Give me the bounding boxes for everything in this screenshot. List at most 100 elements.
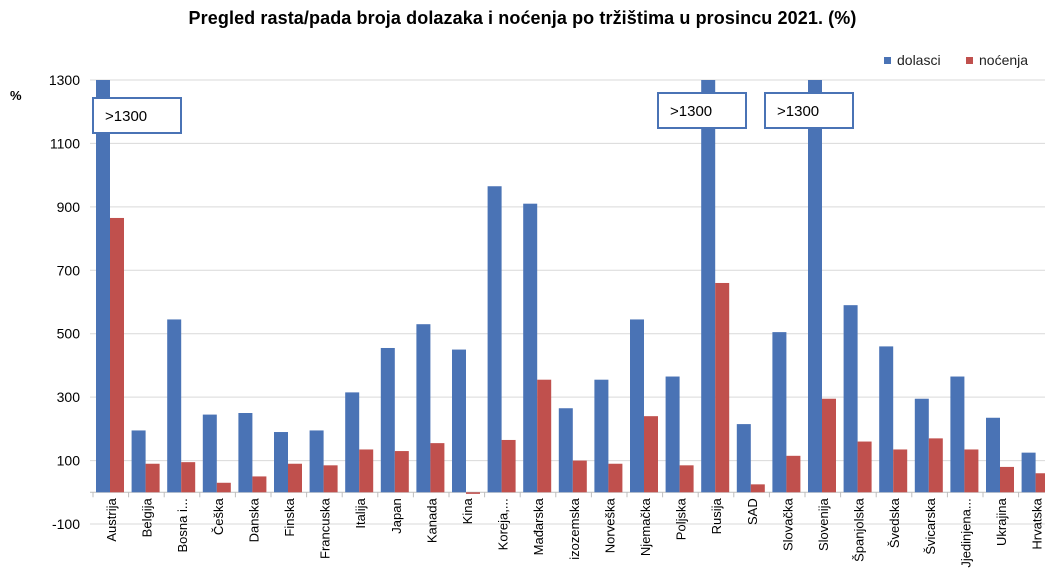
- y-axis-unit-label: %: [10, 88, 22, 103]
- bar-dolasci: [914, 398, 929, 493]
- bar-dolasci: [345, 392, 360, 493]
- x-tick-label: Italija: [353, 498, 368, 529]
- bar-dolasci: [487, 186, 502, 493]
- bar-dolasci: [238, 413, 253, 493]
- x-tick-label: Slovenija: [816, 498, 831, 552]
- x-tick-label: Jjedinjena...: [958, 498, 973, 567]
- bar-nocenja: [252, 476, 267, 493]
- legend-label-nocenja: noćenja: [979, 52, 1029, 68]
- x-tick-label: Slovačka: [780, 498, 795, 552]
- callout-box: [657, 92, 747, 129]
- bar-dolasci: [274, 432, 288, 493]
- x-tick-label: Koreja,...: [496, 498, 511, 550]
- x-tick-label: Finska: [282, 498, 297, 537]
- y-tick-label: 700: [57, 262, 81, 278]
- bar-dolasci: [1021, 452, 1036, 493]
- bar-dolasci: [523, 203, 538, 493]
- bar-nocenja: [145, 463, 160, 493]
- bar-nocenja: [608, 463, 623, 493]
- x-tick-label: Belgija: [140, 498, 155, 538]
- bar-nocenja: [679, 465, 694, 493]
- bar-dolasci: [772, 332, 787, 493]
- callout-label: >1300: [777, 103, 819, 120]
- bar-nocenja: [750, 484, 765, 493]
- chart-title: Pregled rasta/pada broja dolazaka i noće…: [188, 8, 857, 28]
- x-tick-label: Bosna i...: [175, 498, 190, 552]
- x-tick-label: Kanada: [424, 498, 439, 544]
- bar-nocenja: [715, 282, 730, 493]
- bar-dolasci: [665, 376, 680, 493]
- y-tick-label: -100: [52, 516, 80, 532]
- bar-nocenja: [501, 439, 516, 493]
- bar-nocenja: [822, 398, 836, 493]
- x-tick-label: Mađarska: [531, 498, 546, 556]
- bar-dolasci: [202, 414, 217, 493]
- x-tick-label: Švedska: [887, 498, 902, 549]
- bar-nocenja: [537, 379, 552, 493]
- x-tick-label: Danska: [246, 498, 261, 543]
- bar-nocenja: [857, 441, 872, 493]
- bar-dolasci: [452, 349, 466, 493]
- x-tick-label: Češka: [211, 498, 226, 536]
- bar-dolasci: [96, 80, 110, 493]
- legend-swatch-nocenja: [966, 56, 973, 64]
- bar-dolasci: [630, 319, 644, 493]
- bar-nocenja: [1035, 473, 1045, 493]
- bar-nocenja: [644, 416, 658, 493]
- bar-nocenja: [216, 482, 231, 493]
- bar-nocenja: [786, 455, 801, 493]
- legend-label-dolasci: dolasci: [897, 52, 941, 68]
- callout-box: [92, 97, 182, 134]
- x-tick-label: Španjolska: [852, 498, 867, 562]
- bar-nocenja: [1000, 466, 1014, 493]
- bar-dolasci: [879, 346, 894, 493]
- legend-item-nocenja: noćenja: [966, 52, 1028, 68]
- y-tick-label: 300: [57, 389, 81, 405]
- bar-dolasci: [808, 80, 822, 493]
- x-tick-label: Kina: [460, 498, 475, 525]
- bar-nocenja: [323, 465, 338, 493]
- y-tick-label: 1300: [49, 72, 80, 88]
- bar-dolasci: [594, 379, 609, 493]
- bar-dolasci: [736, 424, 751, 493]
- x-tick-label: Ukrajina: [994, 498, 1009, 546]
- y-tick-label: 500: [57, 326, 81, 342]
- bar-dolasci: [416, 324, 431, 493]
- bar-nocenja: [572, 460, 587, 493]
- bar-nocenja: [893, 449, 908, 493]
- bar-nocenja: [110, 217, 124, 493]
- bar-dolasci: [843, 305, 858, 493]
- y-tick-label: 100: [57, 453, 81, 469]
- x-tick-label: Hrvatska: [1030, 498, 1045, 550]
- callout-box: [764, 92, 854, 129]
- callout-label: >1300: [105, 108, 147, 125]
- bar-nocenja: [430, 443, 445, 493]
- x-tick-label: SAD: [745, 498, 760, 525]
- bar-dolasci: [309, 430, 324, 493]
- bar-dolasci: [380, 347, 395, 493]
- bar-dolasci: [131, 430, 146, 493]
- x-tick-label: Norveška: [602, 498, 617, 554]
- bar-dolasci: [950, 376, 965, 493]
- bar-nocenja: [466, 492, 480, 494]
- x-tick-label: izozemska: [567, 498, 582, 560]
- bar-nocenja: [964, 449, 979, 493]
- y-tick-label: 900: [57, 199, 81, 215]
- bar-nocenja: [359, 449, 374, 493]
- callout-label: >1300: [670, 103, 712, 120]
- x-tick-label: Njemačka: [638, 498, 653, 557]
- y-tick-label: 1100: [50, 135, 80, 151]
- bar-nocenja: [288, 463, 302, 493]
- x-tick-label: Japan: [389, 498, 404, 533]
- legend-item-dolasci: dolasci: [884, 52, 941, 68]
- x-tick-label: Poljska: [674, 498, 689, 541]
- bar-dolasci: [558, 408, 573, 493]
- legend-swatch-dolasci: [884, 56, 891, 64]
- x-tick-label: Francuska: [318, 498, 333, 559]
- x-tick-label: Austrija: [104, 498, 119, 542]
- bar-nocenja: [928, 438, 943, 493]
- x-tick-label: Rusija: [709, 498, 724, 535]
- bar-dolasci: [167, 319, 182, 493]
- bar-nocenja: [394, 451, 409, 493]
